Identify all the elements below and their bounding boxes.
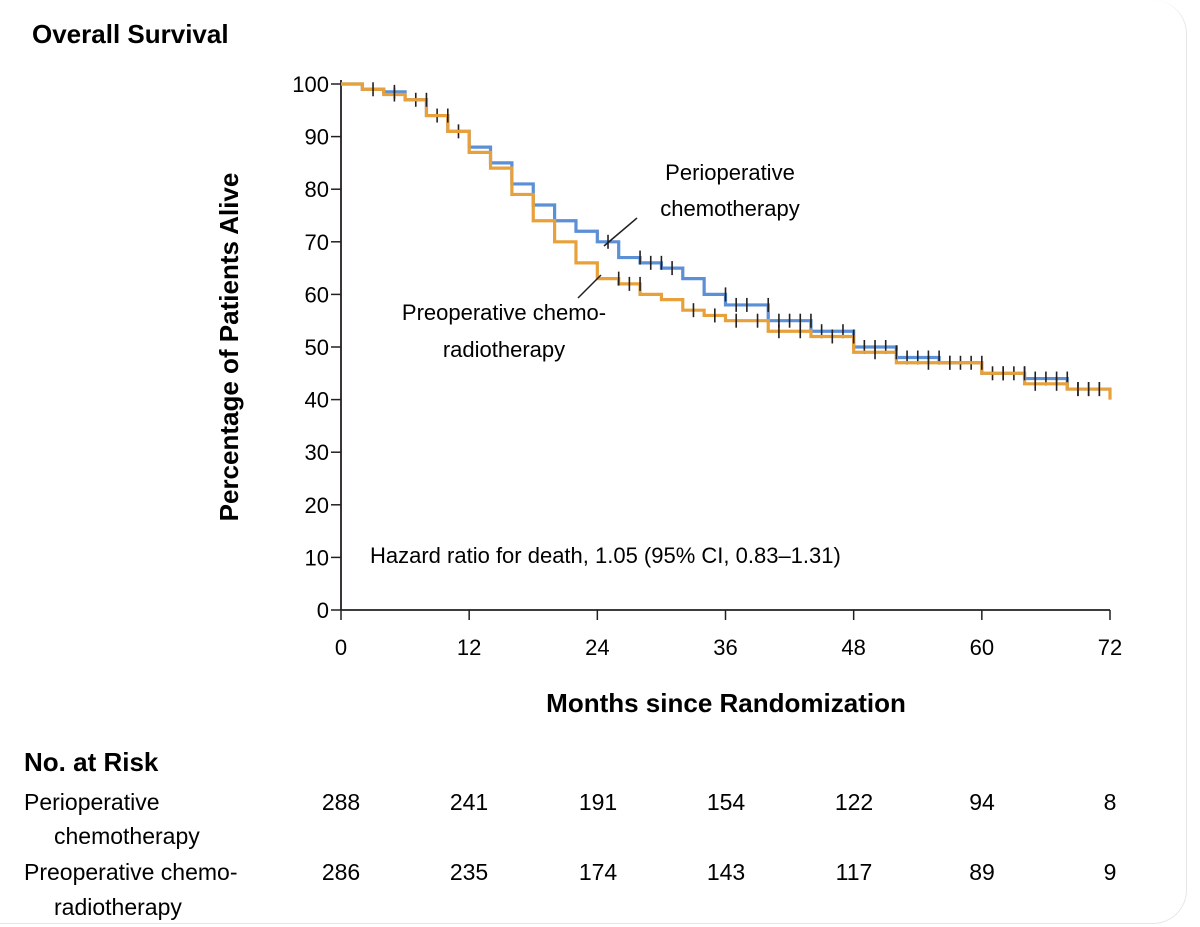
chart-title: Overall Survival [32, 19, 229, 49]
x-axis-ticks: 0 12 24 36 48 60 72 [335, 610, 1122, 660]
y-tick-label: 10 [305, 545, 329, 570]
risk-value: 154 [707, 789, 746, 815]
series-label-leader [603, 217, 638, 247]
y-tick-label: 70 [305, 230, 329, 255]
risk-row-label-line-2: radiotherapy [54, 894, 182, 920]
series-label-line-1: Perioperative [665, 160, 795, 185]
risk-value: 174 [579, 859, 618, 885]
risk-value: 8 [1104, 789, 1117, 815]
risk-value: 89 [969, 859, 995, 885]
risk-row-label-line-1: Perioperative [24, 789, 160, 815]
x-tick-label: 12 [457, 635, 481, 660]
series-label-line-2: chemotherapy [660, 196, 799, 221]
y-tick-label: 100 [292, 72, 329, 97]
y-tick-label: 60 [305, 282, 329, 307]
risk-value: 235 [450, 859, 488, 885]
series-label-preoperative: Preoperative chemo- radiotherapy [402, 274, 606, 362]
y-tick-label: 90 [305, 125, 329, 150]
y-tick-label: 50 [305, 335, 329, 360]
x-tick-label: 72 [1098, 635, 1122, 660]
x-tick-label: 36 [713, 635, 737, 660]
risk-value: 241 [450, 789, 488, 815]
y-tick-label: 80 [305, 177, 329, 202]
risk-value: 122 [835, 789, 873, 815]
survival-curves [341, 82, 1112, 400]
x-tick-label: 60 [970, 635, 994, 660]
y-tick-label: 0 [317, 598, 329, 623]
y-axis-title: Percentage of Patients Alive [214, 173, 244, 522]
risk-row-label-line-1: Preoperative chemo- [24, 859, 238, 885]
risk-value: 288 [322, 789, 360, 815]
risk-table-heading: No. at Risk [24, 747, 159, 777]
series-preoperative [341, 82, 1112, 400]
y-tick-label: 20 [305, 493, 329, 518]
risk-value: 9 [1104, 859, 1117, 885]
y-tick-label: 40 [305, 388, 329, 413]
x-tick-label: 48 [841, 635, 865, 660]
y-axis-ticks: 0 10 20 30 40 50 60 70 80 90 100 [292, 72, 341, 623]
risk-value: 117 [836, 859, 873, 885]
risk-value: 143 [707, 859, 745, 885]
series-label-leader [577, 274, 602, 299]
risk-value: 191 [579, 789, 617, 815]
x-axis-title: Months since Randomization [546, 688, 906, 718]
series-label-line-1: Preoperative chemo- [402, 300, 606, 325]
risk-value: 286 [322, 859, 360, 885]
series-label-perioperative: Perioperative chemotherapy [603, 160, 800, 247]
y-tick-label: 30 [305, 440, 329, 465]
x-tick-label: 0 [335, 635, 347, 660]
risk-row-label-line-2: chemotherapy [54, 823, 200, 849]
series-label-line-2: radiotherapy [443, 337, 565, 362]
hazard-ratio-annotation: Hazard ratio for death, 1.05 (95% CI, 0.… [370, 543, 841, 568]
risk-row-perioperative: Perioperative chemotherapy 288 241 191 1… [24, 789, 1116, 849]
risk-value: 94 [969, 789, 995, 815]
x-tick-label: 24 [585, 635, 609, 660]
risk-row-preoperative: Preoperative chemo- radiotherapy 286 235… [24, 859, 1116, 920]
